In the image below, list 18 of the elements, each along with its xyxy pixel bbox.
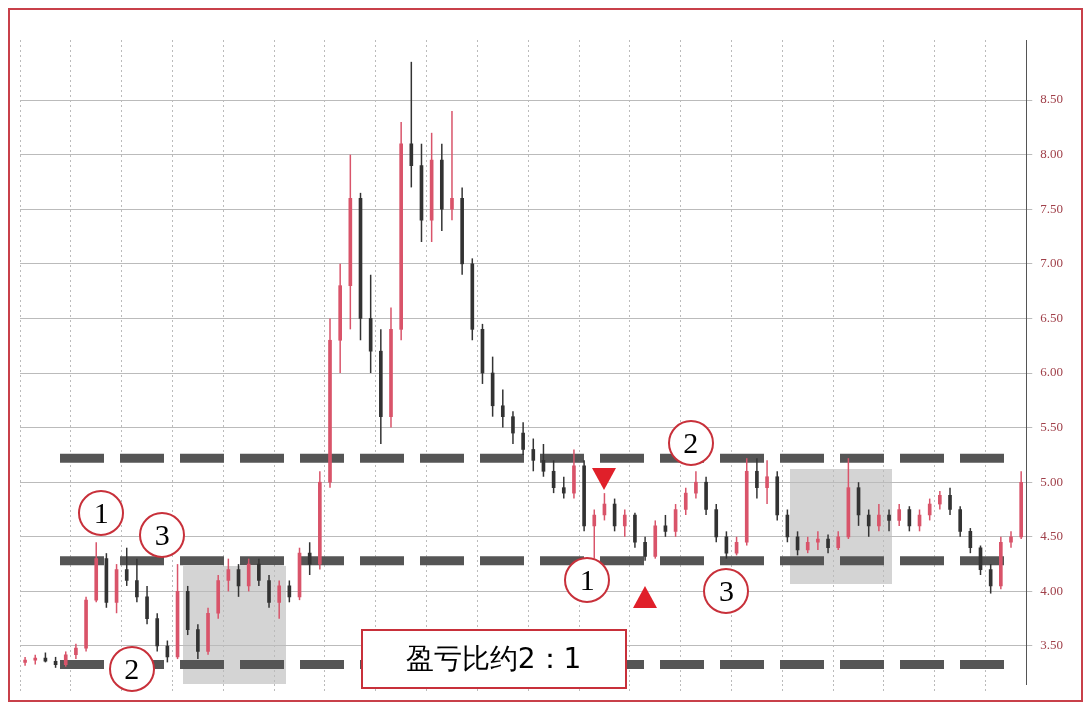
annotation: 2 [108, 645, 155, 692]
annotation: 1 [78, 489, 125, 536]
y-tick-label: 3.50 [1040, 637, 1063, 653]
annotation: 2 [667, 419, 714, 466]
y-tick-label: 7.00 [1040, 255, 1063, 271]
annotation: 1 [564, 557, 611, 604]
y-tick-label: 4.50 [1040, 528, 1063, 544]
y-tick-label: 8.50 [1040, 91, 1063, 107]
y-tick-label: 5.00 [1040, 473, 1063, 489]
y-tick-label: 5.50 [1040, 419, 1063, 435]
y-tick-label: 6.50 [1040, 309, 1063, 325]
note-box: 盈亏比约2：1 [360, 629, 627, 690]
y-tick-label: 4.00 [1040, 582, 1063, 598]
y-tick-label: 6.00 [1040, 364, 1063, 380]
annotation: 3 [703, 568, 750, 615]
annotation: 3 [139, 511, 186, 558]
y-tick-label: 7.50 [1040, 200, 1063, 216]
y-tick-label: 8.00 [1040, 146, 1063, 162]
